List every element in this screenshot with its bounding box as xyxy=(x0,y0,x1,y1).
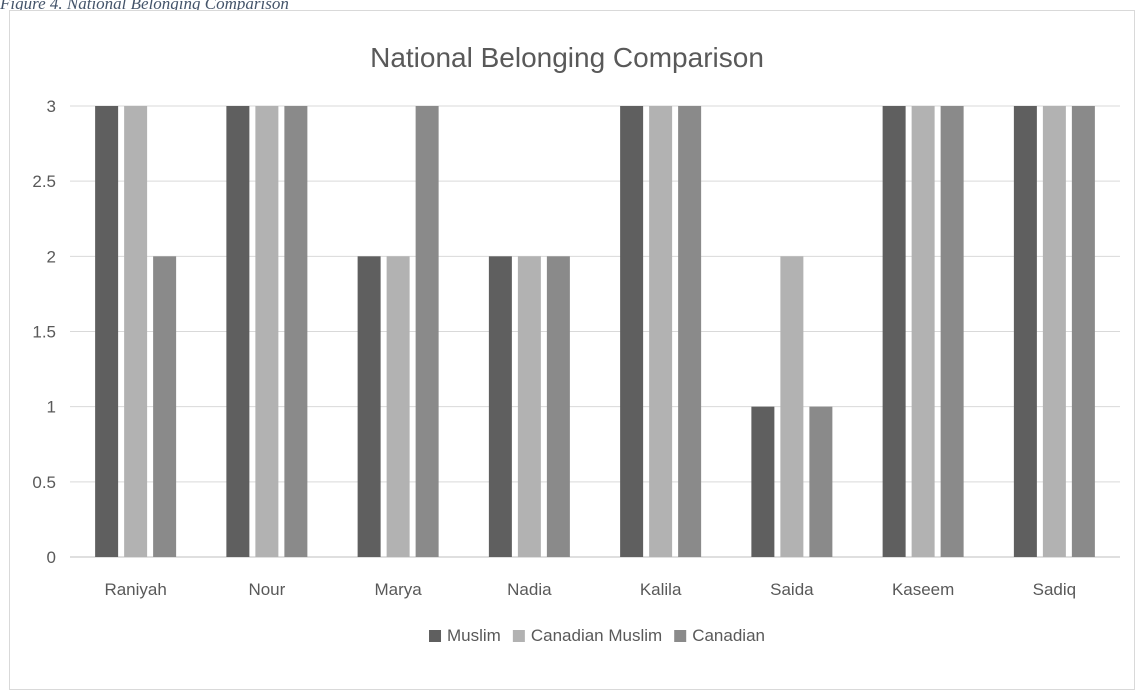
x-tick-label: Kalila xyxy=(640,580,682,599)
x-tick-label: Raniyah xyxy=(104,580,166,599)
bar-marya-muslim xyxy=(357,256,381,557)
legend-item: Canadian Muslim xyxy=(512,626,662,645)
bar-raniyah-muslim xyxy=(95,106,119,557)
bar-raniyah-canadian-muslim xyxy=(124,106,148,557)
x-tick-label: Saida xyxy=(770,580,814,599)
bar-sadiq-canadian xyxy=(1071,106,1095,557)
legend-item: Muslim xyxy=(429,626,501,645)
bar-raniyah-canadian xyxy=(153,256,177,557)
chart-title: National Belonging Comparison xyxy=(370,42,764,73)
bar-kalila-canadian-muslim xyxy=(649,106,673,557)
legend-swatch xyxy=(429,630,442,642)
legend-label: Muslim xyxy=(447,626,501,645)
bar-saida-canadian xyxy=(809,406,833,557)
y-tick-label: 3 xyxy=(47,97,56,116)
legend: Muslim Canadian Muslim Canadian xyxy=(429,626,765,645)
x-tick-label: Nour xyxy=(248,580,285,599)
y-tick-label: 0.5 xyxy=(32,473,56,492)
bar-nour-canadian xyxy=(284,106,308,557)
legend-label: Canadian Muslim xyxy=(531,626,662,645)
legend-swatch xyxy=(674,630,687,642)
bar-nadia-muslim xyxy=(488,256,512,557)
y-tick-label: 1 xyxy=(47,398,56,417)
bars xyxy=(95,106,1095,557)
legend-item: Canadian xyxy=(674,626,765,645)
x-tick-label: Kaseem xyxy=(892,580,954,599)
y-tick-label: 0 xyxy=(47,548,56,567)
bar-kaseem-canadian-muslim xyxy=(911,106,935,557)
bar-saida-muslim xyxy=(751,406,775,557)
bar-kaseem-muslim xyxy=(882,106,906,557)
bar-saida-canadian-muslim xyxy=(780,256,804,557)
x-tick-label: Nadia xyxy=(507,580,552,599)
x-axis-ticks: Raniyah Nour Marya Nadia Kalila Saida Kaseem Sa… xyxy=(104,580,1076,599)
bar-sadiq-canadian-muslim xyxy=(1042,106,1066,557)
bar-marya-canadian-muslim xyxy=(386,256,410,557)
bar-nour-muslim xyxy=(226,106,250,557)
figure-caption: Figure 4. National Belonging Comparison xyxy=(0,0,289,13)
bar-nour-canadian-muslim xyxy=(255,106,279,557)
legend-swatch xyxy=(512,630,525,642)
x-tick-label: Marya xyxy=(375,580,423,599)
bar-nadia-canadian xyxy=(546,256,570,557)
bar-nadia-canadian-muslim xyxy=(517,256,541,557)
bar-kaseem-canadian xyxy=(940,106,964,557)
bar-kalila-canadian xyxy=(678,106,702,557)
bar-marya-canadian xyxy=(415,106,439,557)
legend-label: Canadian xyxy=(692,626,765,645)
x-tick-label: Sadiq xyxy=(1033,580,1076,599)
y-axis-ticks: 0 0.5 1 1.5 2 2.5 3 xyxy=(32,97,56,567)
y-tick-label: 2.5 xyxy=(32,172,56,191)
y-tick-label: 2 xyxy=(47,247,56,266)
bar-kalila-muslim xyxy=(620,106,644,557)
bar-chart: National Belonging Comparison 0 0.5 1 1.5 2 2… xyxy=(32,42,1120,645)
bar-sadiq-muslim xyxy=(1013,106,1037,557)
y-tick-label: 1.5 xyxy=(32,323,56,342)
